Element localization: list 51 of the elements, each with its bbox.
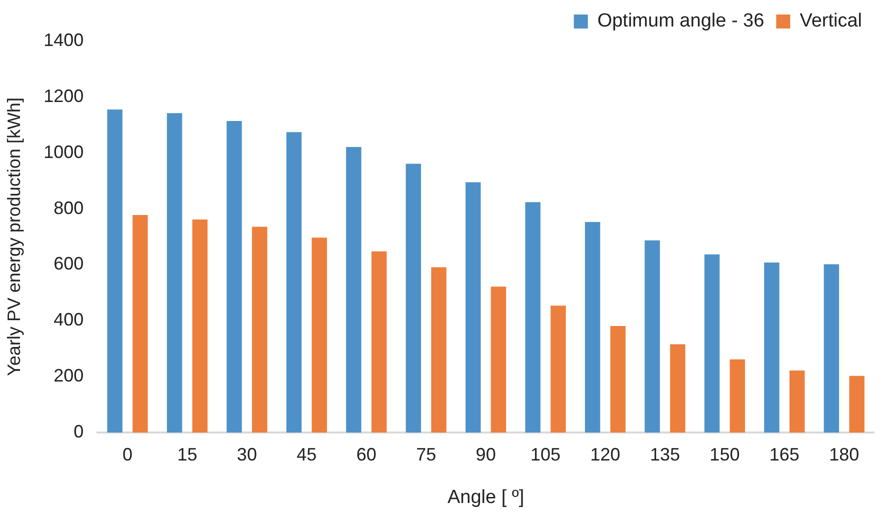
x-tick-label: 120 <box>590 444 620 464</box>
x-tick-label: 60 <box>356 444 376 464</box>
x-tick-label: 15 <box>177 444 198 464</box>
y-axis-title: Yearly PV energy production [kWh] <box>4 98 24 376</box>
bar <box>789 370 805 433</box>
y-tick-label: 600 <box>54 254 84 274</box>
x-tick-label: 30 <box>236 444 257 464</box>
bar <box>610 326 626 433</box>
bar <box>584 222 600 433</box>
bar <box>312 238 327 433</box>
bar <box>730 359 746 433</box>
y-tick-label: 1200 <box>44 86 84 106</box>
bar <box>252 226 268 433</box>
y-tick-label: 200 <box>54 366 84 386</box>
bar <box>431 267 446 433</box>
x-tick-label: 45 <box>296 444 317 464</box>
x-tick-label: 105 <box>530 444 561 464</box>
legend-label: Optimum angle - 36 <box>597 10 764 32</box>
bar <box>550 306 566 433</box>
bar <box>670 344 686 433</box>
x-tick-label: 180 <box>829 444 860 464</box>
x-tick-label: 90 <box>476 444 496 464</box>
bar <box>286 132 302 433</box>
bar <box>824 264 840 433</box>
y-tick-label: 400 <box>54 310 84 330</box>
bar <box>107 110 122 433</box>
x-tick-label: 0 <box>122 444 133 464</box>
bar <box>406 164 422 433</box>
x-tick-label: 135 <box>650 444 680 464</box>
bar <box>644 240 660 433</box>
x-axis-title: Angle [ º] <box>447 486 524 508</box>
y-tick-label: 0 <box>74 422 84 442</box>
bar <box>490 286 506 433</box>
x-tick-label: 165 <box>769 444 800 464</box>
y-tick-label: 1400 <box>44 30 84 50</box>
bar <box>371 251 387 433</box>
bar <box>525 202 540 433</box>
x-tick-label: 75 <box>416 444 436 464</box>
bar <box>346 147 362 433</box>
bar <box>849 376 864 433</box>
legend-label: Vertical <box>800 10 862 32</box>
y-tick-label: 800 <box>54 198 84 218</box>
bar <box>132 214 148 433</box>
bar <box>226 121 242 433</box>
bar <box>704 254 720 433</box>
x-tick-label: 150 <box>710 444 740 464</box>
bar <box>764 262 780 433</box>
bar <box>192 219 208 433</box>
y-tick-label: 1000 <box>44 142 84 162</box>
bar <box>166 113 182 433</box>
bar <box>466 182 481 433</box>
